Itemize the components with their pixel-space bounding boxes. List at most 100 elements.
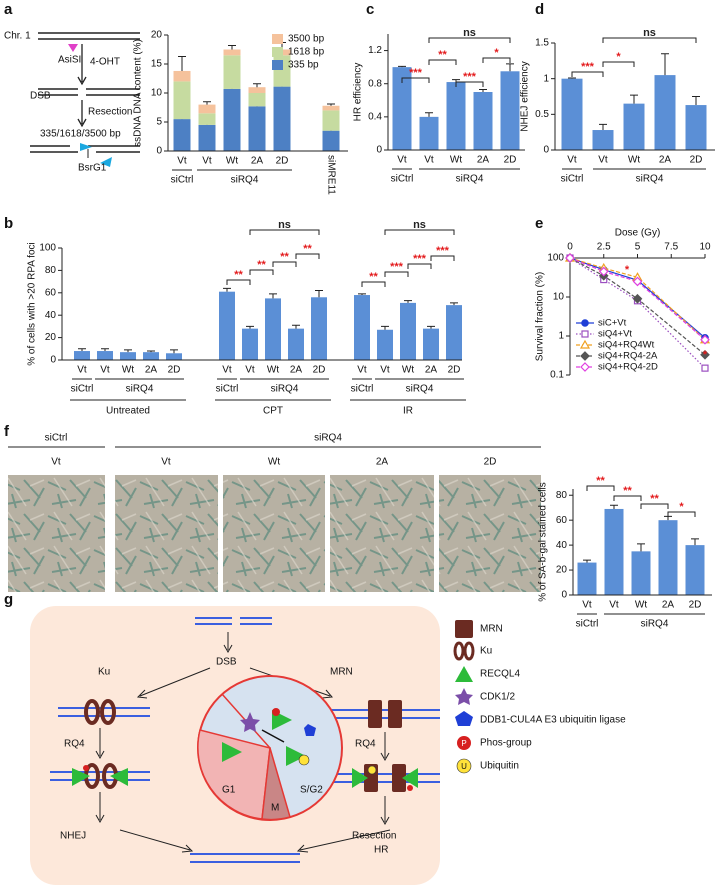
error-bar <box>404 300 412 303</box>
bar <box>219 291 235 360</box>
error-bar <box>398 65 406 68</box>
y-tick-label: 60 <box>556 515 568 526</box>
y-tick-label: 100 <box>547 253 564 264</box>
panel-label: f <box>4 423 10 440</box>
x-tick-label: Vt <box>222 365 232 376</box>
bar <box>400 302 416 360</box>
legend-label: siQ4+RQ4-2A <box>598 351 658 362</box>
marker <box>580 362 590 372</box>
error-bar <box>637 543 645 552</box>
error-bar <box>78 348 86 352</box>
bar <box>288 328 304 360</box>
ubiquitin <box>298 754 310 766</box>
ddb1 <box>304 724 316 736</box>
bar <box>685 105 707 150</box>
micrograph <box>8 475 105 592</box>
marker <box>632 276 643 287</box>
x-tick-label: 2A <box>659 155 672 166</box>
significance-bracket <box>602 61 635 67</box>
dna <box>190 853 300 863</box>
micrographs: siCtrl siRQ4 Vt Vt Wt 2A 2D <box>8 433 541 592</box>
marker <box>632 293 643 304</box>
group-label: siCtrl <box>391 174 414 185</box>
bar <box>446 82 466 150</box>
error-bar <box>661 53 669 76</box>
bar-segment <box>322 105 340 111</box>
x-tick-label: Wt <box>635 600 647 611</box>
legend-swatch <box>455 688 473 705</box>
primer <box>100 157 112 167</box>
legend-label: 335 bp <box>288 60 319 71</box>
marker <box>701 364 709 372</box>
marker <box>598 266 609 277</box>
panel-label: g <box>4 591 13 608</box>
error-bar <box>599 123 607 131</box>
y-axis-label: HR efficiency <box>353 63 364 122</box>
panel-label: c <box>366 1 374 18</box>
x-tick-label: Wt <box>628 155 640 166</box>
group-label: siRQ4 <box>636 174 664 185</box>
bar <box>143 352 159 360</box>
bar <box>120 352 136 360</box>
label: 4-OHT <box>90 57 120 68</box>
y-tick-label: 0 <box>156 146 162 157</box>
error-bar <box>178 55 186 71</box>
y-tick-label: 1 <box>558 331 564 342</box>
bar-segment <box>198 104 216 114</box>
bar <box>654 75 676 150</box>
error-bar <box>450 302 458 306</box>
dna <box>50 771 150 781</box>
significance-label: ** <box>303 243 312 255</box>
marker <box>565 253 575 263</box>
legend-swatch <box>455 666 473 682</box>
error-bar <box>292 324 300 329</box>
legend-swatch <box>455 620 473 638</box>
label: DSB <box>30 91 51 102</box>
dna <box>38 32 140 40</box>
y-tick-label: 60 <box>45 287 57 298</box>
significance-label: * <box>494 47 499 59</box>
legend-label: siQ4+Vt <box>598 329 632 340</box>
label: RQ4 <box>64 739 85 750</box>
ubiquitin <box>367 765 377 775</box>
legend-label: Ku <box>480 646 492 657</box>
y-tick-label: 100 <box>39 243 56 254</box>
legend-label: siC+Vt <box>598 318 627 329</box>
x-tick-label: 2D <box>313 365 326 376</box>
significance-bracket <box>249 269 274 275</box>
x-tick-label: Vt <box>357 365 367 376</box>
x-tick-label: Vt <box>397 155 407 166</box>
x-tick-label: 2.5 <box>597 242 611 253</box>
x-tick-label: Vt <box>567 155 577 166</box>
mrn <box>368 700 382 728</box>
bar <box>97 351 113 360</box>
legend-swatch <box>455 711 473 726</box>
label: Resection <box>352 831 396 842</box>
y-tick-label: 0.4 <box>368 111 382 122</box>
significance-bracket <box>428 59 457 65</box>
y-tick-label: 20 <box>151 30 163 41</box>
label: G1 <box>222 785 236 796</box>
legend-label: CDK1/2 <box>480 692 515 703</box>
marker <box>581 319 589 327</box>
y-tick-label: 10 <box>151 88 163 99</box>
legend-swatch <box>272 60 283 70</box>
significance-bracket <box>482 57 511 63</box>
y-tick-label: 40 <box>556 540 568 551</box>
series-line <box>569 257 706 341</box>
y-axis-label: ssDNA DNA content (%) <box>133 39 144 147</box>
marker <box>700 334 710 345</box>
micrograph <box>330 475 434 592</box>
x-tick-label: Vt <box>380 365 390 376</box>
error-bar <box>479 89 487 92</box>
x-tick-label: 0 <box>567 242 573 253</box>
bar-segment <box>248 87 266 93</box>
bar-segment <box>173 119 191 151</box>
y-tick-label: 15 <box>151 59 163 70</box>
y-tick-label: 5 <box>156 117 162 128</box>
label: MRN <box>330 667 353 678</box>
legend-label: Ubiquitin <box>480 761 519 772</box>
error-bar <box>691 538 699 546</box>
phos <box>407 785 413 791</box>
